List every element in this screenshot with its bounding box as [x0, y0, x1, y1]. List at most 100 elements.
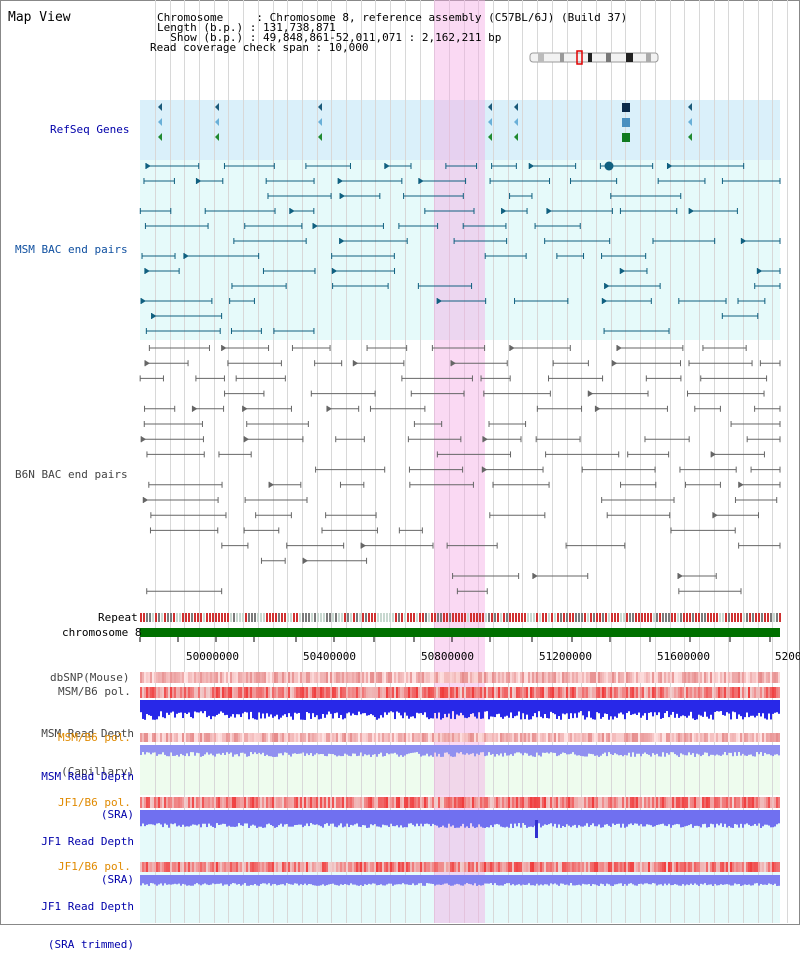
heat-strip-cell [606, 862, 608, 872]
msm-sra-depth [488, 745, 490, 753]
heat-strip-cell [668, 862, 670, 872]
heat-strip-cell [428, 672, 430, 683]
jf1-trimmed-depth [186, 875, 188, 886]
heat-strip-cell [748, 687, 750, 698]
heat-strip-cell [626, 687, 628, 698]
heat-strip-cell [662, 672, 664, 683]
grid-line [317, 0, 318, 923]
repeat-mark [587, 613, 589, 622]
msm-capillary-depth [162, 700, 164, 718]
jf1-sra-depth [356, 810, 358, 824]
heat-strip-cell [388, 797, 390, 808]
heat-strip-cell [296, 733, 298, 742]
heat-strip-cell [294, 862, 296, 872]
jf1-sra-depth [554, 810, 556, 824]
heat-strip-cell [308, 733, 310, 742]
heat-strip-cell [536, 797, 538, 808]
refseq-genes-label[interactable]: RefSeq Genes [50, 123, 130, 136]
msm-sra-depth [568, 745, 570, 755]
jf1-sra-depth [266, 810, 268, 825]
heat-strip-cell [730, 672, 732, 683]
heat-strip-cell [316, 672, 318, 683]
heat-strip-cell [682, 687, 684, 698]
heat-strip-cell [216, 687, 218, 698]
msm-capillary-depth [740, 700, 742, 717]
heat-strip-cell [244, 733, 246, 742]
heat-strip-cell [568, 862, 570, 872]
heat-strip-cell [458, 862, 460, 872]
msm-b6-pol-2-label: MSM/B6 pol. [58, 731, 131, 744]
repeat-mark [476, 613, 478, 622]
heat-strip-cell [252, 862, 254, 872]
repeat-mark [506, 613, 508, 622]
jf1-trimmed-depth [320, 875, 322, 886]
msm-capillary-depth [440, 700, 442, 720]
heat-strip-cell [758, 797, 760, 808]
heat-strip-cell [174, 733, 176, 742]
heat-strip-cell [686, 672, 688, 683]
repeat-mark [707, 613, 709, 622]
heat-strip-cell [674, 672, 676, 683]
heat-strip-cell [478, 862, 480, 872]
highlight-region[interactable] [434, 0, 485, 923]
jf1-trimmed-depth [400, 875, 402, 885]
msm-bac-pair-arrow [151, 313, 157, 319]
jf1-sra-depth [514, 810, 516, 824]
b6n-bac-pair-arrow [141, 436, 147, 443]
msm-sra-depth [486, 745, 488, 756]
heat-strip-cell [180, 797, 182, 808]
jf1-trimmed-depth [314, 875, 316, 886]
heat-strip-cell [610, 733, 612, 742]
heat-strip-cell [252, 672, 254, 683]
jf1-trimmed-depth [634, 875, 636, 886]
repeat-mark [365, 613, 367, 622]
msm-sra-depth [638, 745, 640, 754]
heat-strip-cell [516, 687, 518, 698]
heat-strip-cell [622, 862, 624, 872]
msm-capillary-depth [230, 700, 232, 717]
msm-capillary-depth [346, 700, 348, 714]
jf1-trimmed-depth [658, 875, 660, 885]
heat-strip-cell [738, 733, 740, 742]
heat-strip-cell [434, 733, 436, 742]
refseq-gene-mark [514, 133, 518, 141]
msm-bac-label[interactable]: MSM BAC end pairs [15, 243, 128, 256]
msm-sra-depth [338, 745, 340, 756]
jf1-trimmed-depth [716, 875, 718, 886]
heat-strip-cell [716, 687, 718, 698]
msm-capillary-depth [462, 700, 464, 716]
tracks-canvas[interactable] [0, 0, 800, 925]
heat-strip-cell [612, 862, 614, 872]
msm-capillary-depth [690, 700, 692, 712]
msm-capillary-depth [246, 700, 248, 713]
repeat-mark [200, 613, 202, 622]
jf1-sra-depth [682, 810, 684, 828]
b6n-bac-label[interactable]: B6N BAC end pairs [15, 468, 128, 481]
heat-strip-cell [466, 687, 468, 698]
jf1-trimmed-depth [198, 875, 200, 885]
heat-strip-cell [342, 672, 344, 683]
heat-strip-cell [668, 687, 670, 698]
repeat-mark [314, 613, 316, 622]
heat-strip-cell [142, 733, 144, 742]
heat-strip-cell [764, 733, 766, 742]
heat-strip-cell [202, 672, 204, 683]
heat-strip-cell [294, 672, 296, 683]
repeat-mark [197, 613, 199, 622]
jf1-trimmed-depth [488, 875, 490, 884]
heat-strip-cell [644, 733, 646, 742]
heat-strip-cell [624, 797, 626, 808]
jf1-trimmed-depth [474, 875, 476, 884]
heat-strip-cell [480, 687, 482, 698]
msm-capillary-depth [768, 700, 770, 714]
heat-strip-cell [776, 687, 778, 698]
heat-strip-cell [766, 862, 768, 872]
jf1-trimmed-depth [346, 875, 348, 885]
heat-strip-cell [230, 672, 232, 683]
heat-strip-cell [754, 797, 756, 808]
msm-bac-pair-arrow [145, 163, 151, 169]
heat-strip-cell [536, 862, 538, 872]
msm-sra-depth [272, 745, 274, 757]
heat-strip-cell [704, 862, 706, 872]
heat-strip-cell [682, 862, 684, 872]
